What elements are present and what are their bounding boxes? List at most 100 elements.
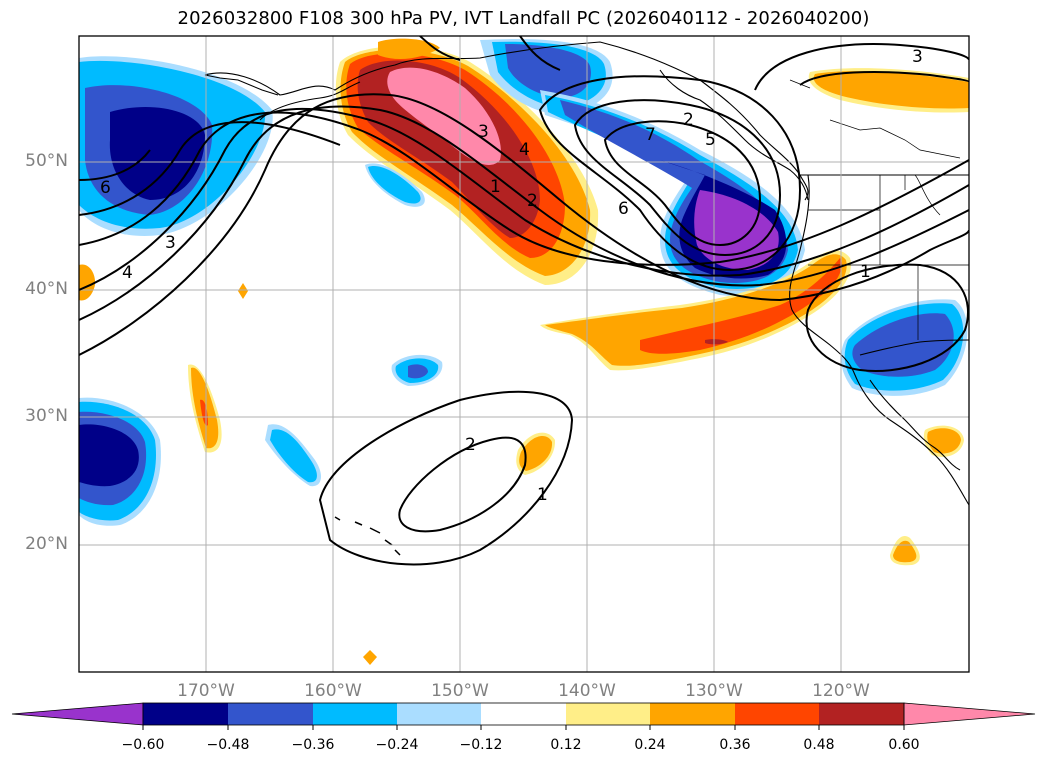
colorbar-tick-label: −0.48 — [206, 737, 250, 753]
colorbar-swatch — [228, 703, 313, 725]
contour-label: 4 — [122, 263, 133, 283]
contour-label: 1 — [537, 485, 548, 505]
pv-jet-l2 — [640, 258, 842, 354]
colorbar-tick-label: 0.36 — [719, 737, 751, 753]
contour-neg-1 — [538, 75, 802, 272]
pv-patch-f — [363, 650, 377, 665]
lon-label: 140°W — [558, 681, 616, 701]
lat-label: 30°N — [25, 406, 68, 426]
ivt-contours — [79, 36, 969, 566]
pv-jet-l1 — [545, 254, 847, 366]
pv-patch-g-l1 — [893, 540, 917, 563]
contour-label: 3 — [165, 233, 176, 253]
pv-west-lower-l3 — [79, 424, 139, 487]
colorbar-swatch — [397, 703, 481, 725]
contour-label: 2 — [527, 191, 538, 211]
coastlines — [204, 41, 969, 556]
colorbar-swatch — [650, 703, 735, 725]
pv-band-l4 — [694, 190, 779, 270]
coast-alaska — [204, 41, 809, 201]
contour-top-2 — [519, 36, 561, 71]
pv-cap-north — [378, 38, 440, 60]
lon-label: 170°W — [177, 681, 235, 701]
aleutians — [204, 74, 279, 96]
contour-top — [419, 36, 461, 61]
pv-patch-a-l1 — [270, 429, 317, 483]
plot-title: 2026032800 F108 300 hPa PV, IVT Landfall… — [177, 8, 870, 29]
pv-anomaly-nw-l3 — [109, 106, 205, 200]
coast-baja — [869, 379, 961, 471]
coast-bc — [659, 69, 809, 201]
colorbar-swatch — [313, 703, 397, 725]
contour-neg-3 — [603, 120, 762, 247]
contour-label: 5 — [705, 130, 716, 150]
pv-west-small — [79, 264, 96, 301]
contour-label: 1 — [860, 262, 871, 282]
colorbar-tick-label: 0.60 — [888, 737, 920, 753]
pv-patch-e — [238, 283, 248, 299]
lat-label: 50°N — [25, 151, 68, 171]
pv-patch-b-l2 — [408, 364, 428, 379]
pv-alaska-l2 — [505, 44, 591, 98]
colorbar-ticks — [142, 725, 905, 730]
hawaii-1 — [334, 516, 401, 556]
lon-label: 160°W — [304, 681, 362, 701]
map-frame — [78, 35, 970, 673]
contour-baja-ring — [805, 263, 969, 372]
lon-label: 150°W — [431, 681, 489, 701]
colorbar-tick-label: −0.12 — [459, 737, 503, 753]
pv-patch-h-l1 — [927, 428, 961, 454]
colorbar-swatch — [481, 703, 566, 725]
pv-shading — [79, 38, 969, 665]
contour-label: 2 — [465, 435, 476, 455]
pv-strip-l1 — [368, 166, 421, 204]
colorbar-frame — [142, 702, 905, 726]
contour-central-1 — [318, 390, 574, 566]
contour-label: 4 — [519, 140, 530, 160]
contour-labels: 1 2 3 4 5 6 7 1 2 3 4 6 1 2 3 — [100, 47, 923, 505]
contour-label: 2 — [683, 110, 694, 130]
hudson-bay-line — [904, 174, 941, 216]
contour-label: 3 — [912, 47, 923, 67]
pv-ne-l1 — [813, 71, 969, 109]
colorbar-extend-left — [11, 702, 144, 726]
colorbar-swatch — [566, 703, 650, 725]
colorbar-swatch — [819, 703, 904, 725]
contour-pos-2 — [79, 105, 969, 321]
colorbar-tick-label: 0.12 — [550, 737, 582, 753]
contour-label: 3 — [478, 122, 489, 142]
pv-trough-l4 — [387, 67, 501, 165]
colorbar-swatch — [143, 703, 228, 725]
colorbar-extend-right — [903, 702, 1036, 726]
contour-east — [754, 43, 969, 91]
colorbar-tick-label: −0.60 — [121, 737, 165, 753]
colorbar — [11, 702, 1036, 730]
coast-us-west — [789, 174, 969, 506]
contour-pos-4 — [79, 111, 969, 266]
border-us-mexico — [859, 339, 969, 356]
lon-label: 120°W — [812, 681, 870, 701]
colorbar-tick-label: 0.24 — [634, 737, 666, 753]
contour-label: 1 — [490, 177, 501, 197]
colorbar-tick-label: 0.48 — [803, 737, 835, 753]
colorbar-tick-label: −0.24 — [375, 737, 419, 753]
lon-label: 130°W — [685, 681, 743, 701]
contour-label: 7 — [645, 125, 656, 145]
pv-jet-l3 — [705, 339, 728, 345]
contour-pos-1 — [79, 93, 969, 356]
pv-patch-d-l1 — [519, 436, 553, 471]
colorbar-swatch — [735, 703, 819, 725]
contour-neg-2 — [573, 99, 782, 257]
contour-east-2 — [799, 71, 969, 86]
lat-label: 40°N — [25, 279, 68, 299]
graticule — [79, 36, 969, 672]
contour-central-2 — [398, 436, 527, 533]
contour-pos-3 — [79, 107, 969, 291]
contour-pos-6 — [79, 149, 151, 181]
contour-label: 6 — [618, 199, 629, 219]
colorbar-tick-label: −0.36 — [291, 737, 335, 753]
contour-label: 6 — [100, 178, 111, 198]
contour-pos-5 — [79, 121, 341, 216]
lat-label: 20°N — [25, 534, 68, 554]
